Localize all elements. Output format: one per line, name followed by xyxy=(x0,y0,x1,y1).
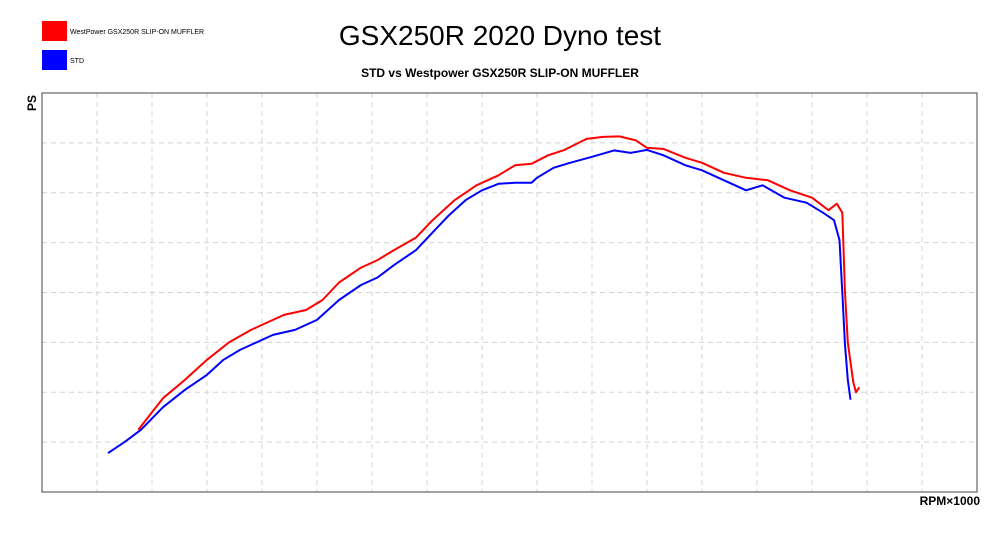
series-line-westpower xyxy=(137,135,861,431)
legend-swatch-westpower xyxy=(42,21,67,41)
plot-frame xyxy=(41,92,978,493)
legend-label-std: STD xyxy=(70,58,84,65)
series-line-std xyxy=(107,148,852,454)
x-axis-label: RPM×1000 xyxy=(920,494,981,508)
legend-label-westpower: WestPower GSX250R SLIP-ON MUFFLER xyxy=(70,29,204,36)
y-axis-label: PS xyxy=(25,95,39,111)
legend-swatch-std xyxy=(42,50,67,70)
series-layer xyxy=(107,135,861,454)
gridlines xyxy=(42,93,977,492)
chart-title: GSX250R 2020 Dyno test xyxy=(339,20,661,51)
legend: WestPower GSX250R SLIP-ON MUFFLER STD xyxy=(42,21,204,70)
chart-subtitle: STD vs Westpower GSX250R SLIP-ON MUFFLER xyxy=(361,66,639,80)
